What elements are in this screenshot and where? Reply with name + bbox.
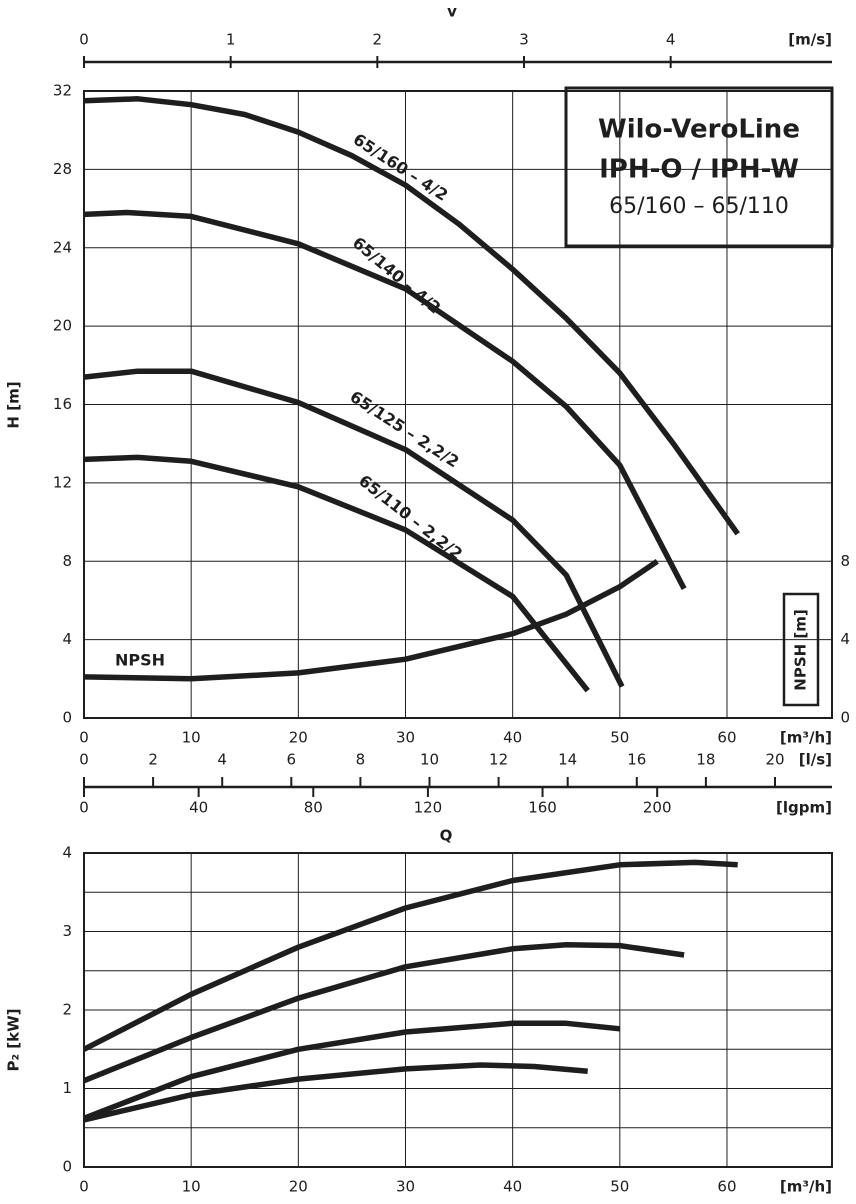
axis-unit: [lgpm]	[776, 799, 832, 817]
title-line: Wilo-VeroLine	[598, 115, 800, 145]
tick-label: 4	[666, 31, 676, 49]
x-tick-label: 30	[396, 1178, 415, 1196]
y-tick-label: 4	[62, 630, 72, 648]
x-tick-label: 20	[289, 729, 308, 747]
curve-label: 65/140 – 4/2	[349, 233, 445, 317]
x-tick-label: 50	[610, 1178, 629, 1196]
tick-label: 40	[189, 799, 208, 817]
x-tick-label: 60	[717, 1178, 736, 1196]
tick-label: 160	[528, 799, 557, 817]
x-tick-label: 10	[182, 1178, 201, 1196]
tick-label: 3	[519, 31, 529, 49]
v-axis-label: v	[447, 3, 457, 21]
y2-label: NPSH [m]	[792, 609, 810, 690]
tick-label: 0	[79, 799, 89, 817]
y-tick-label: 24	[53, 238, 72, 256]
axis-unit: [l/s]	[799, 751, 832, 769]
tick-label: 1	[226, 31, 236, 49]
axis-unit: [m/s]	[788, 31, 832, 49]
y-tick-label: 1	[62, 1079, 72, 1097]
x-tick-label: 50	[610, 729, 629, 747]
tick-label: 0	[79, 751, 89, 769]
tick-label: 16	[627, 751, 646, 769]
tick-label: 20	[765, 751, 784, 769]
y-tick-label: 4	[62, 844, 72, 862]
tick-label: 18	[696, 751, 715, 769]
curve	[82, 942, 685, 1084]
tick-label: 200	[643, 799, 672, 817]
tick-label: 8	[356, 751, 366, 769]
y-tick-label: 0	[62, 1158, 72, 1176]
tick-label: 0	[79, 31, 89, 49]
y-label: H [m]	[5, 381, 23, 428]
y-label: P₂ [kW]	[5, 1008, 23, 1071]
y-tick-label: 3	[62, 922, 72, 940]
y2-tick-label: 8	[840, 552, 850, 570]
title-box	[564, 86, 834, 248]
x-unit: [m³/h]	[780, 1178, 832, 1196]
curve	[82, 859, 738, 1052]
y2-tick-label: 0	[840, 709, 850, 727]
tick-label: 6	[287, 751, 297, 769]
x-tick-label: 0	[79, 729, 89, 747]
subtitle: 65/160 – 65/110	[609, 194, 789, 219]
x-label: Q	[440, 827, 453, 845]
curve-label: 65/160 – 4/2	[350, 130, 452, 205]
x-tick-label: 10	[182, 729, 201, 747]
x-tick-label: 40	[503, 729, 522, 747]
y-tick-label: 2	[62, 1001, 72, 1019]
tick-label: 14	[558, 751, 577, 769]
x-tick-label: 60	[717, 729, 736, 747]
y2-tick-label: 4	[840, 630, 850, 648]
curve	[83, 454, 590, 693]
tick-label: 80	[304, 799, 323, 817]
tick-label: 120	[414, 799, 443, 817]
curve	[83, 1020, 621, 1121]
curve	[83, 368, 625, 688]
curve	[83, 1062, 588, 1123]
y-tick-label: 20	[53, 317, 72, 335]
x-tick-label: 0	[79, 1178, 89, 1196]
y-tick-label: 12	[53, 473, 72, 491]
tick-label: 2	[373, 31, 383, 49]
tick-label: 2	[148, 751, 158, 769]
y2-label-box	[782, 592, 820, 707]
tick-label: 12	[489, 751, 508, 769]
x-tick-label: 40	[503, 1178, 522, 1196]
y-tick-label: 0	[62, 709, 72, 727]
y-tick-label: 8	[62, 552, 72, 570]
x-tick-label: 30	[396, 729, 415, 747]
curve-label: NPSH	[115, 651, 165, 670]
tick-label: 10	[420, 751, 439, 769]
curve	[83, 209, 687, 590]
x-unit: [m³/h]	[780, 729, 832, 747]
curve	[83, 559, 659, 682]
curve	[83, 96, 740, 536]
y-tick-label: 16	[53, 395, 72, 413]
y-tick-label: 28	[53, 160, 72, 178]
y-tick-label: 32	[53, 82, 72, 100]
x-tick-label: 20	[289, 1178, 308, 1196]
tick-label: 4	[217, 751, 227, 769]
